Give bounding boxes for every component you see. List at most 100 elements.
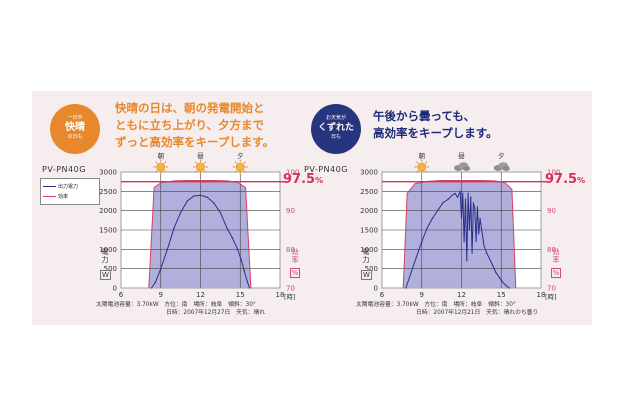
power-point (226, 227, 228, 229)
headline-line: ともに立ち上がり、夕方まで (115, 118, 265, 132)
chart-left: 0 500 1000 1500 2000 2500 3000 6 9 12 15 18 [時]70 80 9… (99, 151, 299, 301)
power-point (480, 227, 482, 229)
sun-disc (196, 162, 205, 172)
power-point (483, 244, 485, 247)
badge-bottom-text: の日も (67, 134, 83, 140)
power-point (415, 256, 417, 258)
y-tick-label: 1000 (360, 246, 378, 254)
sun-icon (193, 159, 208, 175)
power-point (410, 271, 412, 274)
sun-disc (417, 162, 427, 172)
badge-bottom-text: 日も (330, 134, 341, 140)
power-point (246, 279, 248, 281)
left-footer: 太陽電池容量：3.70kW 方位：南 場所：岐阜 傾斜：30° 日時：2007年… (96, 301, 265, 317)
badge-main-text: くずれた (317, 123, 354, 133)
power-point (472, 202, 474, 204)
y-axis-label-text: 電力 (362, 248, 370, 264)
badge-top-text: お天気が (325, 115, 346, 121)
sun-ray (155, 161, 158, 164)
time-of-day-label: 朝 (419, 152, 426, 160)
sun-icon (414, 159, 430, 175)
power-point (466, 260, 468, 262)
power-point (237, 248, 239, 250)
power-point (180, 212, 182, 214)
sun-disc (235, 162, 245, 172)
power-point (213, 202, 215, 204)
sun-ray (194, 170, 198, 173)
power-point (479, 217, 481, 219)
power-point (241, 260, 243, 262)
y-axis-label: 電力 (361, 248, 371, 264)
y-tick-label: 2000 (99, 207, 117, 215)
x-tick-label: 18 (276, 291, 285, 299)
y-tick-label: 2500 (360, 188, 378, 196)
bad-weather-badge: お天気が くずれた 日も (311, 104, 361, 154)
power-point (150, 287, 153, 289)
footer-line: 太陽電池容量：3.70kW 方位：南 場所：岐阜 傾斜：30° (96, 302, 256, 308)
power-point (199, 194, 202, 196)
power-point (405, 287, 407, 289)
power-point (431, 217, 433, 219)
x-tick-label: 12 (196, 291, 205, 299)
power-point (462, 192, 464, 194)
eff-axis-label: 効率 (291, 248, 299, 264)
y2-tick-label: 70 (547, 285, 556, 293)
power-point (166, 248, 168, 250)
time-of-day-label: 昼 (197, 152, 204, 160)
power-point (476, 206, 478, 208)
legend: 出力電力 効率 (40, 178, 100, 205)
power-point (437, 210, 439, 212)
efficiency-area (148, 180, 251, 288)
sun-ray (203, 161, 207, 164)
power-point (460, 217, 463, 219)
y-tick-label: 1500 (99, 227, 117, 235)
chart-right: 0 500 1000 1500 2000 2500 3000 6 9 12 15 18 [時]70 80 9… (360, 151, 560, 301)
sun-ray (424, 161, 428, 164)
clear-day-badge: 一日中 快晴 の日も (50, 104, 100, 154)
time-of-day-label: 夕 (498, 151, 505, 160)
x-axis-unit: [時] (545, 293, 557, 301)
power-point (160, 268, 162, 270)
efficiency-line (148, 180, 252, 289)
power-point (186, 200, 188, 202)
efficiency-area (403, 180, 516, 288)
cloud-puff (502, 166, 510, 171)
legend-label: 効率 (58, 194, 69, 200)
sun-ray (243, 161, 246, 164)
cloud-puff (463, 166, 470, 171)
cloud-icon (493, 162, 510, 171)
power-point (421, 241, 423, 243)
y2-tick-label: 80 (547, 246, 556, 254)
power-point (490, 260, 492, 262)
power-point (486, 252, 488, 254)
time-of-day-label: 昼 (458, 152, 465, 160)
sun-ray (203, 170, 207, 173)
footer-line: 日時：2007年12月27日 天気：晴れ (166, 310, 266, 316)
headline-line: 午後から曇っても、 (373, 109, 476, 123)
y-tick-label: 1500 (360, 227, 378, 235)
efficiency-line-swatch (43, 196, 56, 197)
marker-unit: % (315, 176, 324, 185)
y-axis-label-text: 電力 (101, 248, 109, 264)
sun-ray (424, 170, 428, 173)
power-point (426, 227, 428, 229)
y-tick-label: 0 (374, 285, 378, 293)
power-point (219, 212, 221, 214)
sun-ray (163, 161, 167, 164)
y-axis-label: 電力 (100, 248, 110, 264)
power-point (248, 287, 251, 289)
power-point (474, 208, 476, 210)
power-point (454, 192, 456, 194)
eff-axis-unit: % (551, 268, 561, 278)
headline-line: 高効率をキープします。 (373, 126, 498, 140)
cloud-icon (454, 162, 470, 171)
power-point (468, 229, 470, 231)
y-tick-label: 2000 (360, 207, 378, 215)
sun-ray (155, 170, 158, 173)
power-point (442, 202, 444, 204)
power-point (504, 284, 506, 286)
y-tick-label: 3000 (99, 169, 117, 177)
sun-ray (243, 170, 246, 173)
power-point (500, 279, 502, 281)
